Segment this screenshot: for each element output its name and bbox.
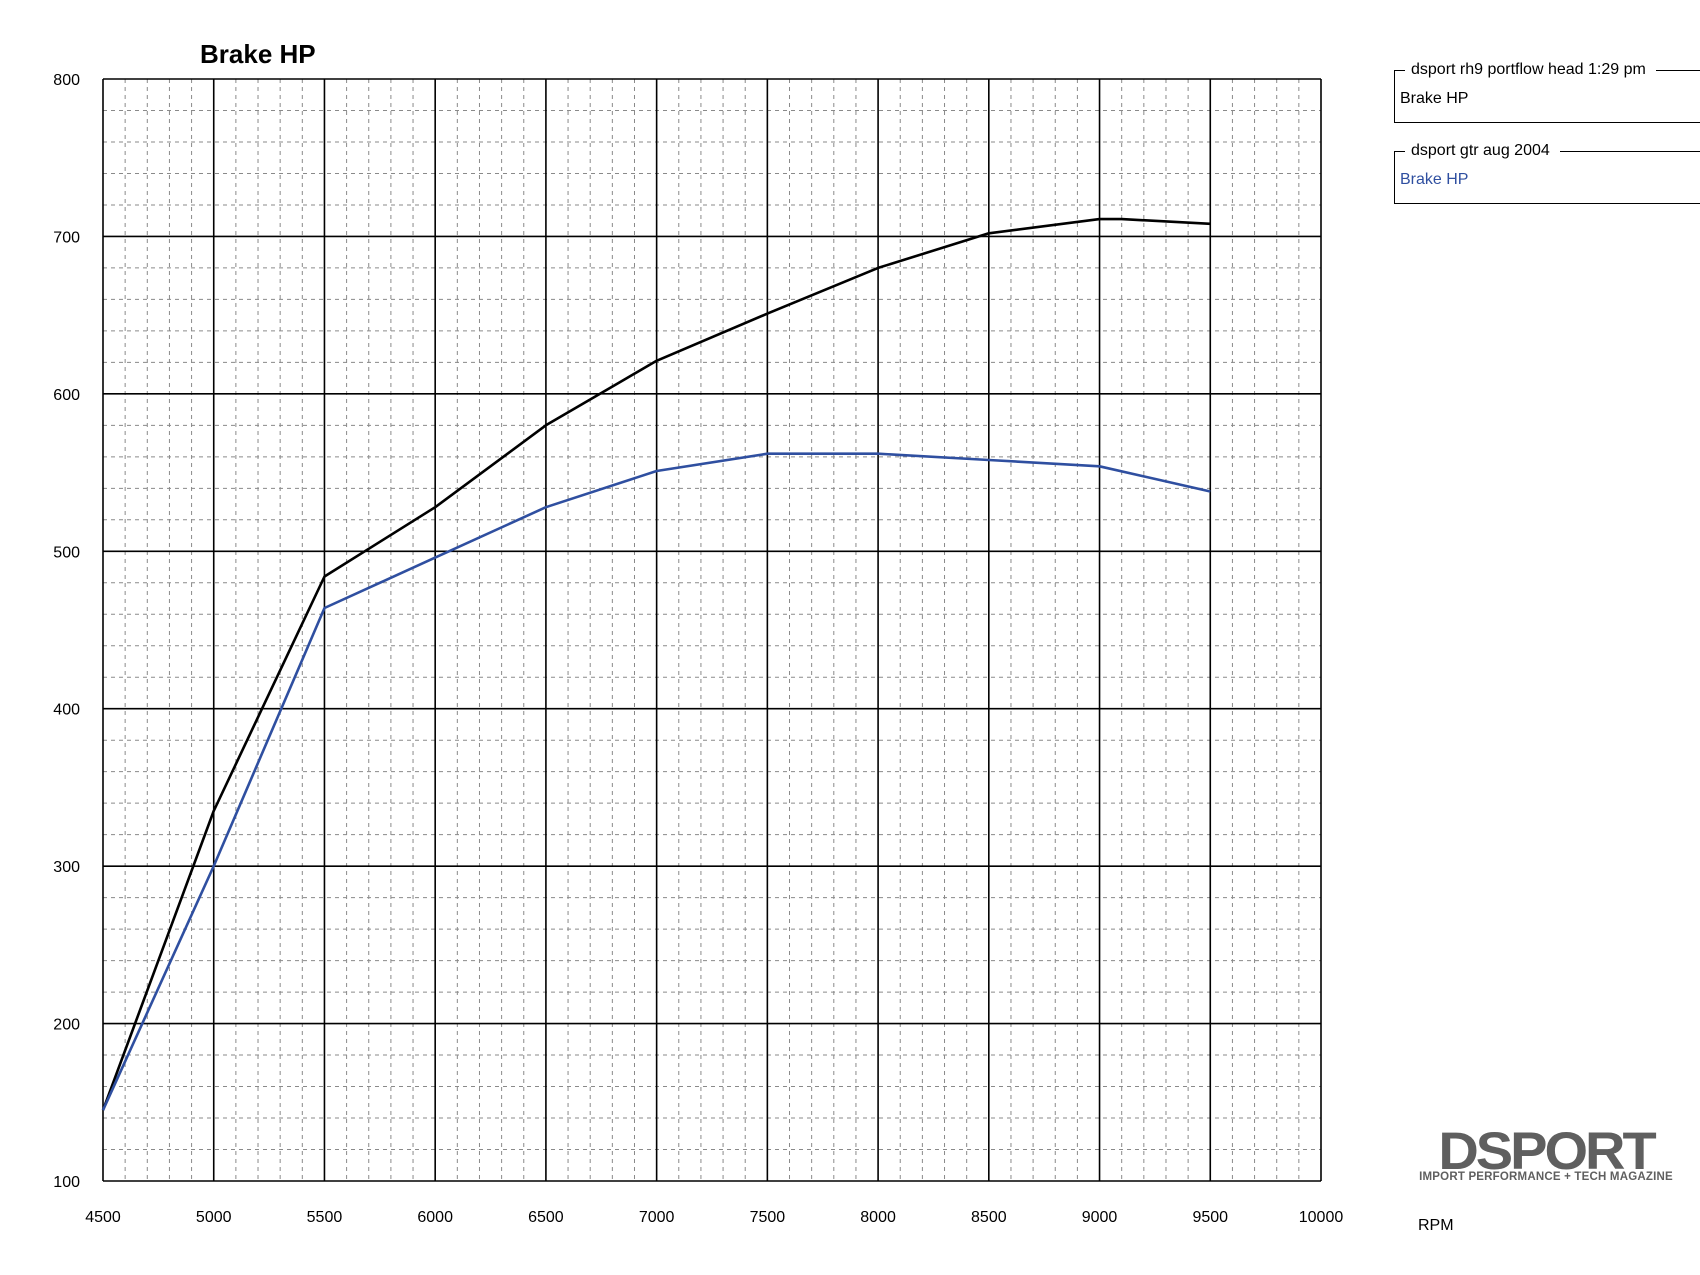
legend-run-2-title: dsport gtr aug 2004 xyxy=(1405,140,1560,162)
dsport-logo-wordmark: DSPORT xyxy=(1438,1120,1656,1181)
y-tick-label: 200 xyxy=(53,1017,80,1034)
legend-run-2: dsport gtr aug 2004 Brake HP xyxy=(1394,140,1700,204)
x-tick-label: 9000 xyxy=(1082,1209,1118,1226)
x-tick-label: 5500 xyxy=(307,1209,343,1226)
x-axis-label: RPM xyxy=(1418,1217,1454,1234)
legend-run-1-entry: Brake HP xyxy=(1400,90,1469,107)
y-tick-label: 600 xyxy=(53,387,80,404)
x-tick-label: 6500 xyxy=(528,1209,564,1226)
major-grid xyxy=(102,78,1322,1182)
legend-run-1: dsport rh9 portflow head 1:29 pm Brake H… xyxy=(1394,59,1700,123)
x-tick-label: 5000 xyxy=(196,1209,232,1226)
y-tick-label: 100 xyxy=(53,1174,80,1191)
legend-run-1-title: dsport rh9 portflow head 1:29 pm xyxy=(1405,59,1656,81)
minor-grid xyxy=(103,79,1321,1181)
series-lines xyxy=(101,217,1211,1111)
y-tick-label: 500 xyxy=(53,544,80,561)
dsport-logo-tagline: IMPORT PERFORMANCE + TECH MAGAZINE xyxy=(1419,1171,1673,1183)
x-tick-label: 8000 xyxy=(860,1209,896,1226)
x-tick-label: 9500 xyxy=(1192,1209,1228,1226)
x-tick-label: 8500 xyxy=(971,1209,1007,1226)
chart-title: Brake HP xyxy=(200,39,316,69)
legend-run-2-entry: Brake HP xyxy=(1400,171,1469,188)
y-tick-label: 700 xyxy=(53,229,80,246)
y-tick-label: 800 xyxy=(53,72,80,89)
y-axis-tick-labels: 100 200 300 400 500 600 700 800 xyxy=(53,72,80,1191)
x-tick-label: 7000 xyxy=(639,1209,675,1226)
x-tick-label: 7500 xyxy=(750,1209,786,1226)
y-tick-label: 300 xyxy=(53,859,80,876)
series-line-2 xyxy=(101,452,1211,1111)
y-tick-label: 400 xyxy=(53,702,80,719)
series-line-1 xyxy=(101,217,1211,1111)
x-tick-label: 4500 xyxy=(85,1209,121,1226)
dsport-logo: DSPORT IMPORT PERFORMANCE + TECH MAGAZIN… xyxy=(1404,1122,1688,1189)
x-tick-label: 6000 xyxy=(417,1209,453,1226)
x-tick-label: 10000 xyxy=(1299,1209,1344,1226)
x-axis-tick-labels: 4500 5000 5500 6000 6500 7000 7500 8000 8500 9000… xyxy=(85,1209,1343,1226)
